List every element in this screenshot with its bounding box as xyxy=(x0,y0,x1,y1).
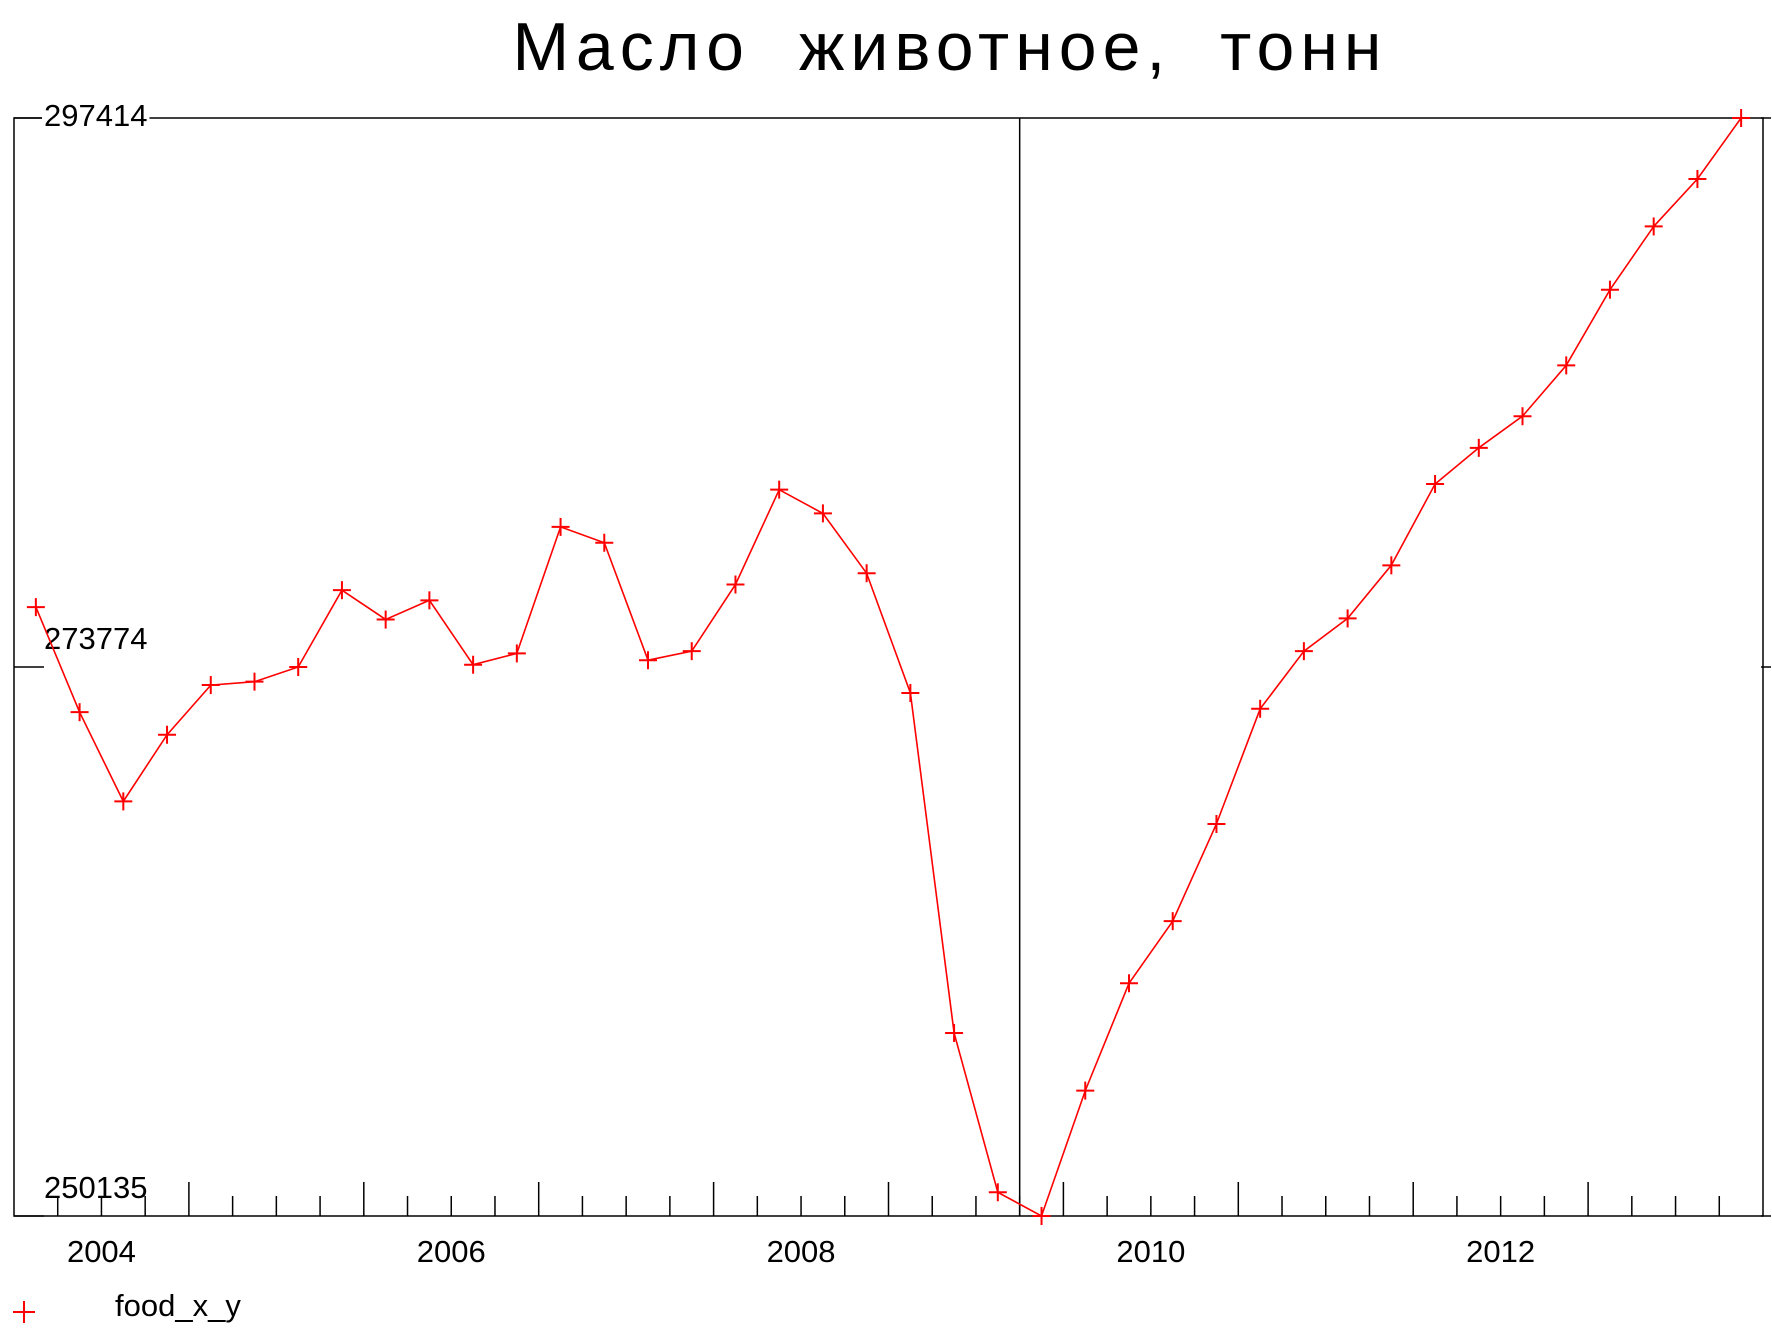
marker xyxy=(332,581,351,600)
marker xyxy=(420,591,439,610)
marker xyxy=(1426,474,1445,493)
marker xyxy=(1513,407,1532,426)
marker xyxy=(1076,1081,1095,1100)
marker xyxy=(901,683,920,702)
marker xyxy=(726,575,745,594)
marker xyxy=(158,725,177,744)
marker xyxy=(595,533,614,552)
y-tick-label-bg xyxy=(42,98,150,134)
marker xyxy=(857,564,876,583)
y-tick-label: 250135 xyxy=(44,1170,147,1205)
marker xyxy=(551,517,570,536)
marker xyxy=(245,672,264,691)
marker xyxy=(639,651,658,670)
marker xyxy=(464,655,483,674)
marker xyxy=(201,676,220,695)
marker xyxy=(1600,280,1619,299)
marker xyxy=(13,1301,35,1323)
marker xyxy=(813,504,832,523)
marker xyxy=(70,703,89,722)
marker xyxy=(1294,642,1313,661)
marker xyxy=(289,657,308,676)
marker xyxy=(1163,912,1182,931)
marker xyxy=(1251,699,1270,718)
marker xyxy=(507,644,526,663)
x-tick-label: 2004 xyxy=(67,1234,136,1269)
marker xyxy=(1207,815,1226,834)
x-tick-label: 2010 xyxy=(1116,1234,1185,1269)
marker xyxy=(1469,438,1488,457)
y-tick-label: 273774 xyxy=(44,621,147,656)
marker xyxy=(988,1183,1007,1202)
legend-label: food_x_y xyxy=(115,1288,241,1323)
chart-title: Масло животное, тонн xyxy=(513,9,1388,85)
marker xyxy=(114,792,133,811)
marker xyxy=(1338,609,1357,628)
y-tick-label: 297414 xyxy=(44,98,147,133)
marker xyxy=(1644,217,1663,236)
marker xyxy=(376,610,395,629)
marker xyxy=(26,598,45,617)
marker xyxy=(770,480,789,499)
marker xyxy=(945,1023,964,1042)
marker xyxy=(1032,1207,1051,1225)
x-tick-label: 2012 xyxy=(1466,1234,1535,1269)
marker xyxy=(1688,170,1707,189)
x-tick-label: 2008 xyxy=(767,1234,836,1269)
plot-frame xyxy=(13,117,1764,1217)
marker xyxy=(1382,556,1401,575)
marker xyxy=(1732,109,1751,127)
marker xyxy=(1557,356,1576,375)
x-tick-label: 2006 xyxy=(417,1234,486,1269)
marker xyxy=(682,642,701,661)
marker xyxy=(1119,974,1138,993)
series-line xyxy=(35,117,1742,1218)
